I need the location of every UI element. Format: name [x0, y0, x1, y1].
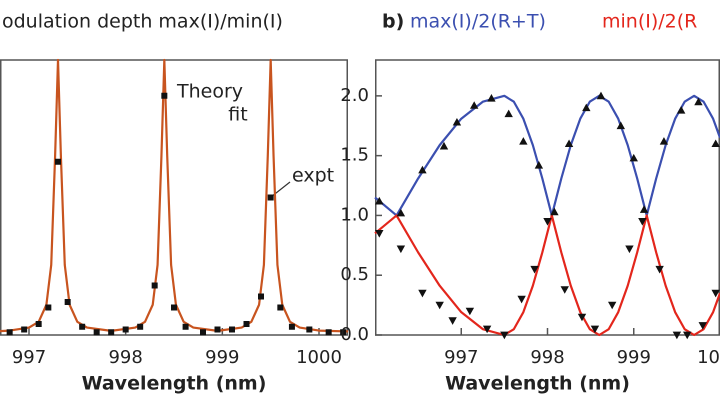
data-point [694, 97, 703, 106]
data-point [439, 141, 449, 150]
legend-label: max(I)/2(R+T) [410, 11, 546, 33]
data-point [659, 137, 669, 145]
data-point [590, 325, 600, 334]
data-point [45, 304, 52, 311]
annotation: Theory [176, 81, 243, 103]
x-axis-title: Wavelength (nm) [445, 373, 630, 395]
legend-label: min(I)/2(R [602, 11, 697, 33]
y-tick-label: 1.5 [340, 145, 369, 166]
data-point [418, 165, 427, 174]
data-point [560, 286, 569, 294]
x-axis-title: Wavelength (nm) [82, 373, 267, 395]
x-tick-label: 997 [444, 347, 478, 368]
data-point [375, 230, 384, 238]
plot-frame [0, 59, 348, 336]
data-point [396, 208, 406, 217]
data-point [93, 329, 100, 336]
x-tick-label: 997 [12, 347, 46, 368]
data-point [500, 331, 509, 340]
y-tick-label: 0.5 [340, 264, 369, 285]
data-point [596, 91, 606, 100]
data-point [469, 101, 479, 109]
data-point [55, 158, 61, 165]
series-line [0, 58, 349, 333]
data-point [375, 196, 384, 205]
x-tick-label: 1000 [296, 347, 342, 368]
data-point [465, 307, 475, 316]
data-point [448, 317, 457, 325]
x-tick-label: 1000 [697, 347, 720, 368]
chart-title: odulation depth max(I)/min(I) [2, 11, 283, 33]
data-point [108, 329, 115, 336]
data-point [683, 331, 692, 340]
series-line [374, 214, 720, 337]
data-point [35, 321, 42, 327]
data-point [325, 329, 332, 336]
data-point [607, 301, 617, 310]
data-point [638, 218, 647, 226]
data-point [534, 161, 544, 169]
data-point [161, 92, 168, 99]
data-point [79, 323, 86, 330]
data-point [564, 139, 574, 148]
data-point [629, 153, 638, 162]
series-line [374, 94, 720, 217]
data-point [340, 329, 347, 336]
data-point [122, 326, 129, 333]
data-point [277, 304, 284, 311]
data-point [258, 293, 264, 300]
data-point [672, 331, 682, 340]
data-point [639, 205, 649, 213]
data-point [550, 207, 559, 216]
data-point [698, 322, 707, 330]
data-point [582, 103, 591, 112]
data-point [229, 326, 235, 333]
data-point [452, 117, 462, 126]
x-tick-label: 999 [205, 347, 239, 368]
data-point [214, 326, 221, 333]
data-point [519, 137, 528, 145]
x-tick-label: 998 [108, 347, 142, 368]
x-tick-label: 999 [617, 347, 651, 368]
data-point [267, 194, 274, 201]
data-point [243, 321, 250, 327]
data-point [504, 109, 513, 118]
data-point [482, 325, 492, 334]
data-point [137, 323, 144, 330]
data-point [711, 139, 720, 148]
data-point [543, 218, 552, 226]
data-point [200, 329, 206, 336]
data-point [655, 265, 664, 274]
data-point [625, 245, 634, 254]
chart-title: b) [382, 11, 404, 33]
data-point [487, 94, 496, 102]
data-point [711, 289, 720, 298]
data-point [306, 326, 313, 333]
data-point [577, 313, 587, 322]
data-point [435, 301, 444, 310]
annotation: expt [292, 165, 334, 187]
data-point [517, 295, 526, 304]
y-tick-label: 1.0 [340, 204, 369, 225]
y-tick-label: 2.0 [340, 85, 369, 106]
data-point [616, 121, 626, 130]
annotation: fit [228, 104, 247, 126]
data-point [676, 106, 686, 114]
data-point [171, 304, 177, 311]
data-point [530, 265, 539, 274]
data-point [151, 282, 158, 289]
data-point [64, 299, 71, 305]
x-tick-label: 998 [530, 347, 564, 368]
data-point [21, 326, 28, 333]
y-tick-label: 0.0 [340, 324, 369, 345]
data-point [6, 329, 13, 336]
data-point [396, 245, 406, 254]
data-point [418, 289, 427, 298]
data-point [288, 323, 295, 330]
data-point [182, 323, 189, 330]
